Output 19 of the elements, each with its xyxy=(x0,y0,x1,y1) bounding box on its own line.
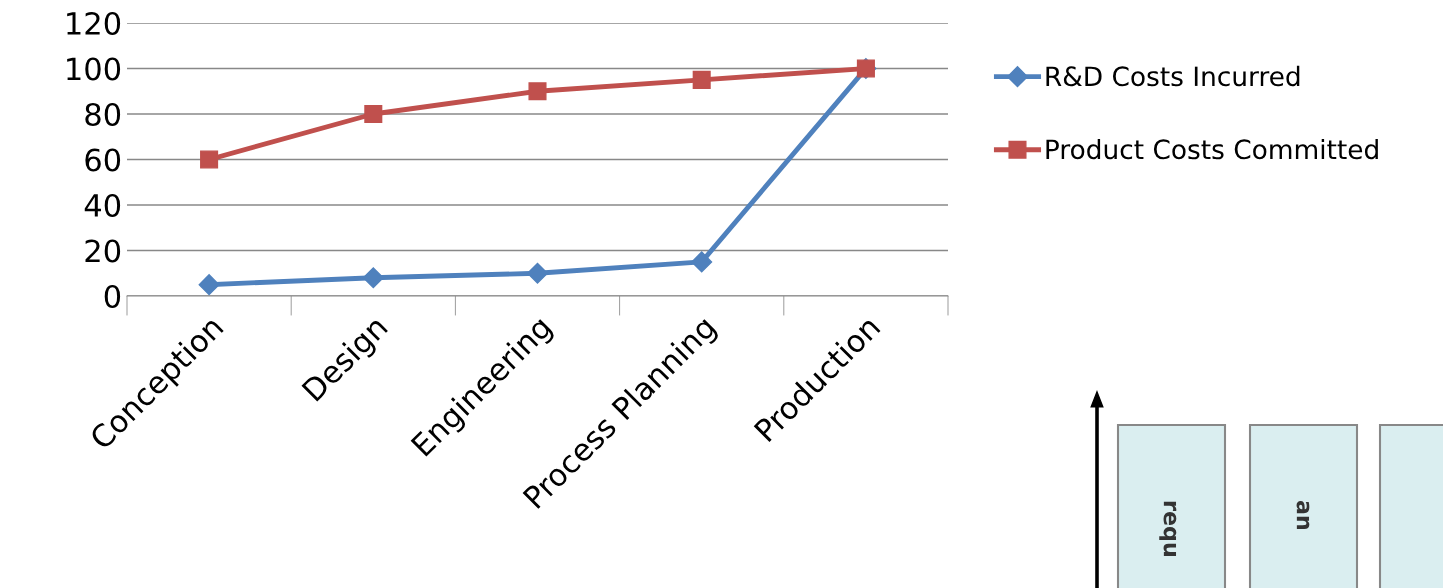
y-tick-label: 120 xyxy=(67,11,121,36)
text: requ xyxy=(1159,501,1177,556)
point xyxy=(198,274,220,296)
point xyxy=(200,150,219,169)
point xyxy=(526,262,549,284)
point xyxy=(364,104,383,124)
point xyxy=(691,251,713,273)
point xyxy=(362,267,384,289)
text: an xyxy=(1296,500,1310,530)
y-tick-label: 100 xyxy=(67,57,121,81)
point xyxy=(692,70,711,89)
y-tick-label: 20 xyxy=(85,239,121,263)
point xyxy=(528,82,547,101)
legend-label: Product Costs Committed xyxy=(1046,138,1378,160)
y-tick-label: 60 xyxy=(85,148,121,172)
y-tick-label: 80 xyxy=(85,102,121,127)
y-tick-label: 0 xyxy=(104,284,121,309)
y-tick-label: 40 xyxy=(84,193,121,218)
legend-label: R&D Costs Incurred xyxy=(1046,65,1300,87)
